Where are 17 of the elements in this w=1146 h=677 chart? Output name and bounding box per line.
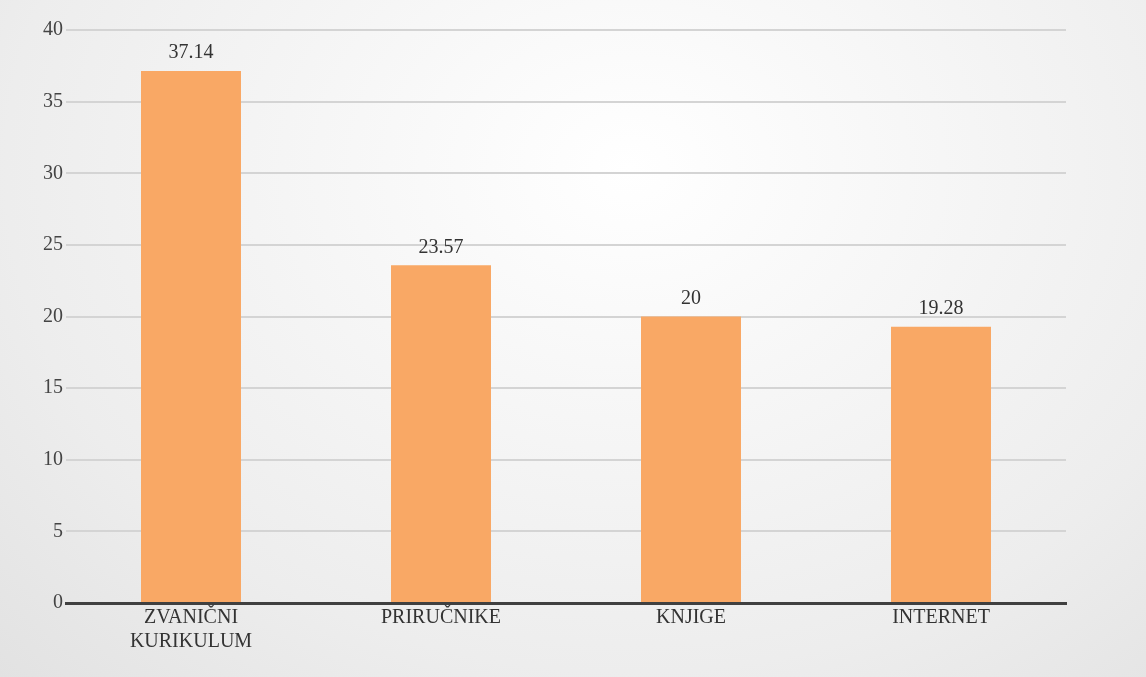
data-label: 19.28: [918, 296, 964, 319]
x-tick-label: KNJIGE: [656, 605, 726, 628]
x-tick-label: INTERNET: [892, 605, 990, 628]
y-tick-label: 40: [43, 17, 63, 40]
x-tick-label: PRIRUČNIKE: [380, 604, 502, 628]
y-tick-label: 35: [43, 88, 63, 111]
y-tick-label: 15: [43, 375, 63, 398]
y-tick-label: 25: [43, 232, 63, 255]
y-tick-label: 20: [43, 303, 63, 326]
x-tick-label: ZVANIČNI KURIKULUM: [129, 604, 253, 652]
data-label: 20: [681, 285, 701, 308]
data-label: 37.14: [168, 40, 214, 63]
y-tick-label: 30: [43, 160, 63, 183]
y-tick-label: 0: [53, 590, 63, 613]
y-tick-label: 5: [53, 518, 63, 541]
data-label: 23.57: [418, 234, 464, 257]
y-tick-label: 10: [43, 447, 63, 469]
